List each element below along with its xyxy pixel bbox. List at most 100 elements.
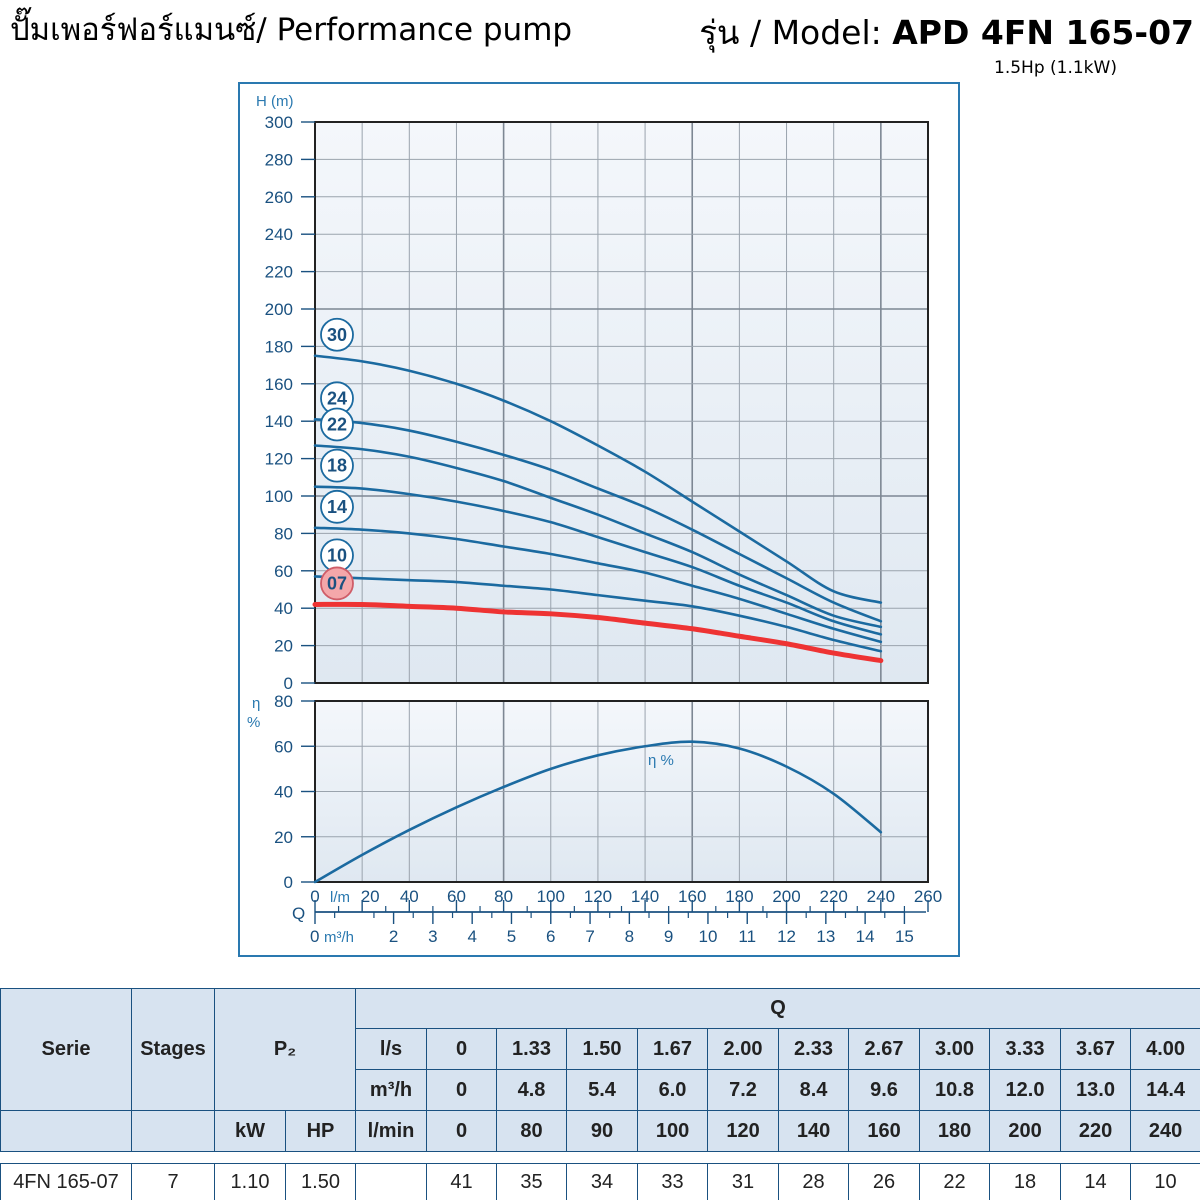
x-tick-label: 140 <box>631 887 659 906</box>
secondary-tick-label: 15 <box>895 927 914 946</box>
secondary-tick-label: 2 <box>389 927 398 946</box>
secondary-tick-label: 12 <box>777 927 796 946</box>
model-heading: รุ่น / Model: APD 4FN 165-07 <box>699 6 1194 59</box>
head-value-cell: 18 <box>989 1163 1062 1200</box>
m3h-value-cell: 12.0 <box>989 1069 1062 1111</box>
head-value-cell: 33 <box>637 1163 709 1200</box>
table-row: 4FN 165-07 7 1.10 1.50 41 35 34 33 31 28 26 22 1… <box>0 1163 1200 1200</box>
x-tick-label: 220 <box>820 887 848 906</box>
lmin-value-cell: 160 <box>848 1110 921 1152</box>
y-tick-label: 100 <box>265 487 293 506</box>
unit-cell <box>355 1163 428 1200</box>
x-tick-label: 160 <box>678 887 706 906</box>
ls-value-cell: 1.50 <box>566 1028 639 1070</box>
head-curve-10 <box>313 575 883 653</box>
y-axis-title-unit: % <box>247 714 260 731</box>
x-tick-label: 180 <box>725 887 753 906</box>
y-axis-title: H (m) <box>256 93 294 110</box>
secondary-tick-label: 4 <box>467 927 476 946</box>
ls-value-cell: 2.00 <box>707 1028 780 1070</box>
head-curve-14 <box>313 526 883 644</box>
secondary-axis-unit: m³/h <box>324 929 354 946</box>
ls-value-cell: 1.33 <box>496 1028 568 1070</box>
head-plot-border <box>314 121 929 684</box>
head-value-cell: 28 <box>778 1163 850 1200</box>
performance-table: Serie Stages P₂ Q l/s 0 1.33 1.50 1.67 2.00 2… <box>0 988 1200 1200</box>
y-axis-title: η <box>252 695 260 712</box>
y-tick-label: 140 <box>265 412 293 431</box>
m3h-unit-header: m³/h <box>355 1069 428 1111</box>
x-tick-label: 60 <box>447 887 466 906</box>
m3h-value-cell: 7.2 <box>707 1069 780 1111</box>
head-value-cell: 41 <box>426 1163 498 1200</box>
y-tick-label: 160 <box>265 375 293 394</box>
x-axis-unit: l/m <box>330 889 350 906</box>
lmin-value-cell: 220 <box>1060 1110 1132 1152</box>
secondary-tick-label: 9 <box>664 927 673 946</box>
head-value-cell: 26 <box>848 1163 921 1200</box>
serie-cell: 4FN 165-07 <box>0 1163 132 1200</box>
efficiency-curve <box>313 740 883 884</box>
stages-header-cont <box>131 1110 215 1152</box>
x-tick-label: 240 <box>867 887 895 906</box>
y-tick-label: 280 <box>265 150 293 169</box>
kw-cell: 1.10 <box>214 1163 286 1200</box>
y-tick-label: 0 <box>284 674 293 693</box>
head-curve-30 <box>313 354 883 604</box>
y-tick-label: 40 <box>274 783 293 802</box>
ls-value-cell: 3.33 <box>989 1028 1062 1070</box>
ls-value-cell: 3.67 <box>1060 1028 1132 1070</box>
x-tick-label: 0 <box>310 887 319 906</box>
secondary-tick-label: 14 <box>856 927 875 946</box>
secondary-zero-label: 0 <box>310 927 319 946</box>
head-plot-area <box>315 122 928 683</box>
stages-header: Stages <box>131 988 215 1111</box>
y-tick-label: 60 <box>274 562 293 581</box>
ls-value-cell: 2.33 <box>778 1028 850 1070</box>
m3h-value-cell: 9.6 <box>848 1069 921 1111</box>
y-tick-label: 240 <box>265 225 293 244</box>
stage-badge-label: 30 <box>327 325 347 345</box>
stage-badge <box>320 407 354 442</box>
m3h-value-cell: 6.0 <box>637 1069 709 1111</box>
head-value-cell: 22 <box>919 1163 991 1200</box>
x-tick-label: 200 <box>772 887 800 906</box>
stage-badge-label: 24 <box>327 388 347 408</box>
stage-badge <box>320 317 354 352</box>
stages-cell: 7 <box>131 1163 215 1200</box>
lmin-value-cell: 200 <box>989 1110 1062 1152</box>
y-tick-label: 200 <box>265 300 293 319</box>
lmin-unit-header: l/min <box>355 1110 428 1152</box>
lmin-value-cell: 100 <box>637 1110 709 1152</box>
lmin-value-cell: 180 <box>919 1110 991 1152</box>
x-tick-label: 40 <box>400 887 419 906</box>
secondary-tick-label: 11 <box>738 927 756 946</box>
y-tick-label: 120 <box>265 450 293 469</box>
lmin-value-cell: 140 <box>778 1110 850 1152</box>
ls-value-cell: 0 <box>426 1028 498 1070</box>
m3h-value-cell: 5.4 <box>566 1069 639 1111</box>
y-tick-label: 220 <box>265 263 293 282</box>
ls-value-cell: 1.67 <box>637 1028 709 1070</box>
stage-badge <box>320 566 354 601</box>
stage-badge-label: 22 <box>327 415 347 435</box>
y-tick-label: 80 <box>274 524 293 543</box>
x-tick-label: 120 <box>584 887 612 906</box>
x-tick-label: 20 <box>361 887 380 906</box>
y-tick-label: 40 <box>274 599 293 618</box>
p2-header: P₂ <box>213 988 357 1111</box>
head-value-cell: 35 <box>496 1163 568 1200</box>
lmin-value-cell: 90 <box>566 1110 639 1152</box>
m3h-value-cell: 14.4 <box>1130 1069 1200 1111</box>
hp-cell: 1.50 <box>284 1163 357 1200</box>
x-tick-label: 80 <box>494 887 513 906</box>
head-curve-24 <box>313 418 883 623</box>
stage-badge-label: 10 <box>327 545 347 565</box>
m3h-value-cell: 13.0 <box>1060 1069 1132 1111</box>
performance-chart: 0204060801001201401601802002202402602803… <box>238 82 960 957</box>
x-tick-label: 100 <box>537 887 565 906</box>
lmin-value-cell: 240 <box>1130 1110 1200 1152</box>
x-tick-label: 260 <box>914 887 942 906</box>
y-tick-label: 180 <box>265 337 293 356</box>
secondary-tick-label: 5 <box>507 927 516 946</box>
